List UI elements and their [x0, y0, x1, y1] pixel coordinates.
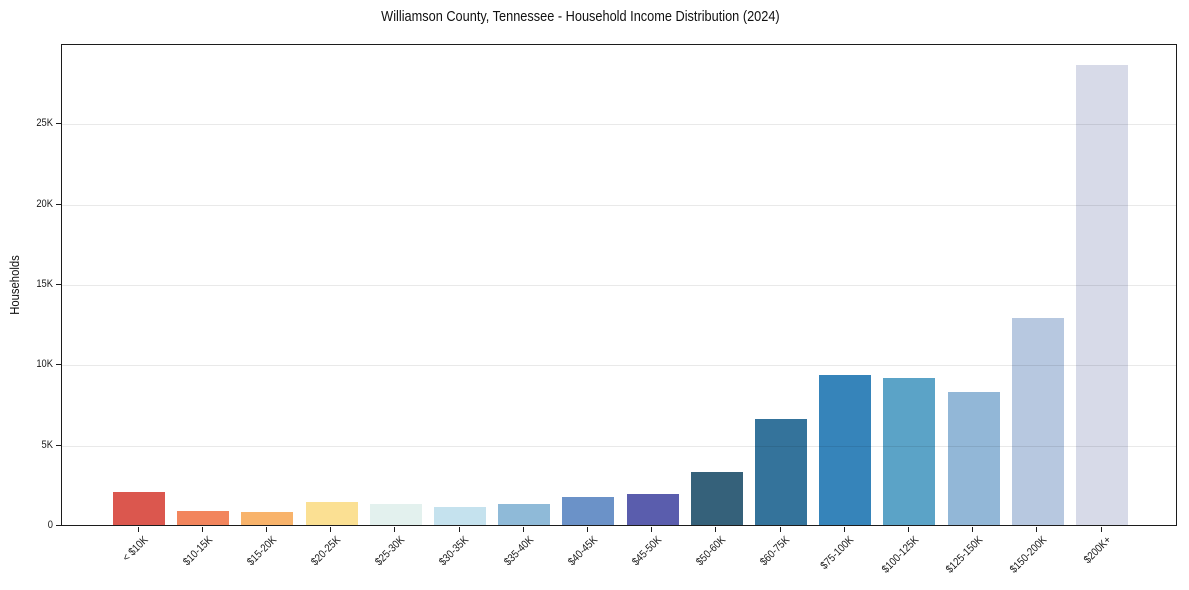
y-tick-mark	[56, 525, 61, 527]
x-tick-label: $40-45K	[565, 534, 600, 569]
bar-6	[434, 507, 486, 525]
x-tick-mark	[651, 527, 653, 532]
bar-11	[755, 419, 807, 525]
plot-area	[61, 44, 1177, 526]
y-tick-label: 15K	[36, 278, 53, 290]
y-tick-mark	[56, 364, 61, 366]
gridline-25K	[62, 124, 1176, 125]
x-tick-label: $45-50K	[630, 534, 665, 569]
x-tick-label: $35-40K	[501, 534, 536, 569]
y-tick-label: 10K	[36, 358, 53, 370]
y-tick-label: 5K	[41, 439, 53, 451]
x-tick-mark	[907, 527, 910, 532]
x-tick-label: $15-20K	[244, 534, 279, 569]
y-tick-label: 20K	[36, 198, 53, 210]
bar-16	[1076, 65, 1128, 525]
y-tick-mark	[56, 204, 61, 206]
x-tick-mark	[586, 527, 589, 532]
bar-10	[690, 472, 743, 525]
bar-5	[369, 504, 422, 525]
x-tick-mark	[394, 527, 396, 532]
x-tick-label: $10-15K	[180, 534, 215, 569]
x-tick-label: $25-30K	[373, 534, 408, 569]
y-tick-label: 0	[47, 519, 53, 531]
x-tick-label: $30-35K	[437, 534, 472, 569]
chart-title-text: Williamson County, Tennessee - Household…	[380, 8, 780, 25]
bar-14	[947, 392, 1000, 525]
bar-2	[177, 511, 230, 525]
x-tick-label: $20-25K	[309, 534, 344, 569]
y-tick-label: 25K	[36, 117, 53, 129]
x-tick-label: $50-60K	[694, 534, 729, 569]
x-tick-label: $60-75K	[758, 534, 793, 569]
x-tick-label: $200K+	[1081, 534, 1114, 567]
y-tick-mark	[56, 445, 61, 447]
bar-9	[626, 494, 679, 525]
x-tick-mark	[137, 527, 139, 532]
bar-8	[562, 497, 615, 525]
x-tick-mark	[522, 527, 524, 532]
chart-title: Williamson County, Tennessee - Household…	[0, 7, 1160, 26]
gridline-5K	[62, 446, 1176, 447]
bar-4	[305, 502, 358, 525]
x-tick-label: $75-100K	[818, 534, 857, 572]
x-tick-mark	[843, 527, 845, 532]
bar-1	[113, 492, 165, 525]
bar-13	[883, 378, 936, 525]
x-tick-mark	[201, 527, 203, 532]
x-tick-mark	[1100, 527, 1102, 532]
bar-12	[819, 375, 872, 525]
y-tick-mark	[56, 284, 61, 286]
x-tick-label: $125-150K	[943, 534, 986, 576]
gridline-15K	[62, 285, 1176, 286]
x-tick-mark	[715, 527, 717, 532]
gridline-20K	[62, 205, 1176, 206]
x-tick-mark	[458, 527, 460, 532]
x-tick-mark	[330, 527, 332, 532]
bar-15	[1011, 318, 1064, 525]
bar-7	[498, 504, 551, 525]
x-tick-mark	[972, 527, 974, 532]
y-tick-mark	[56, 123, 61, 125]
x-tick-label: $150-200K	[1007, 534, 1050, 576]
bar-3	[241, 512, 294, 525]
x-tick-mark	[1036, 527, 1038, 532]
x-tick-label: < $10K	[120, 534, 151, 565]
x-tick-mark	[265, 527, 268, 532]
x-tick-label: $100-125K	[879, 534, 921, 576]
gridline-10K	[62, 365, 1176, 366]
x-tick-mark	[779, 527, 781, 532]
